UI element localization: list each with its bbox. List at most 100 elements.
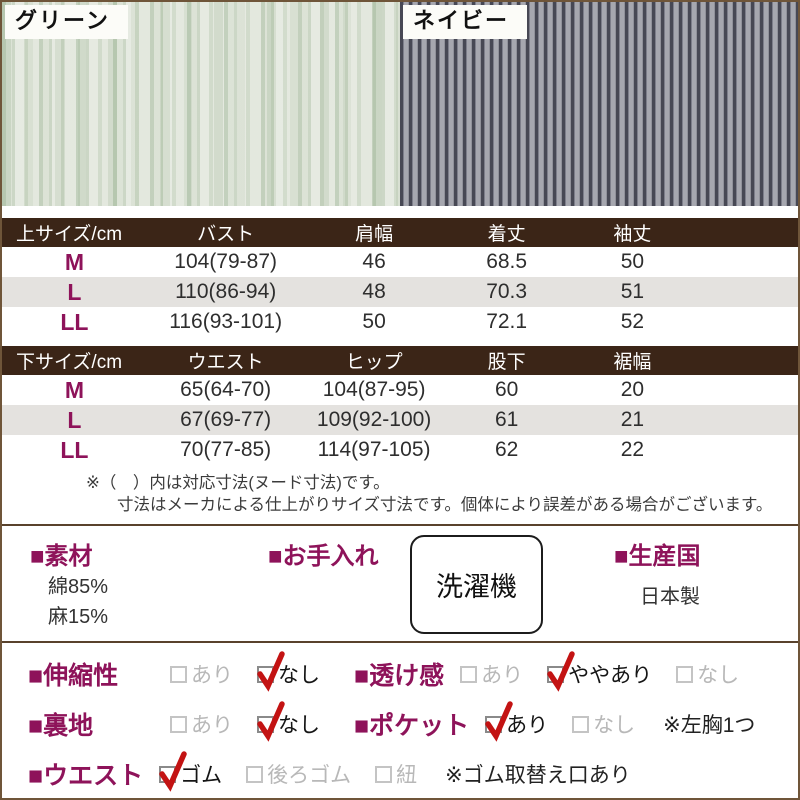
option-unchecked[interactable]: なし [572,709,635,739]
size-value: 68.5 [486,250,528,273]
column-header: ヒップ [304,346,444,375]
header-filler [695,346,798,375]
swatch-label-green: グリーン [5,5,128,40]
checkbox[interactable] [375,765,393,783]
size-value: 110(86-94) [175,280,277,303]
option-unchecked[interactable]: 後ろゴム [246,759,351,789]
table-row: L 110(86-94) 48 70.3 51 [2,277,798,307]
column-header: 股下 [443,346,570,375]
table-row: M 65(64-70) 104(87-95) 60 20 [2,375,798,405]
feature-title: ■透け感 [354,662,445,690]
size-value: 67(69-77) [180,408,272,431]
machine-wash-badge: 洗濯機 [410,535,543,634]
option-unchecked[interactable]: あり [460,659,523,689]
option-label: あり [191,664,233,687]
swatch-label-navy: ネイビー [403,5,528,40]
checkbox[interactable] [257,650,285,692]
size-value: 114(97-105) [317,438,431,461]
row-filler [695,375,798,405]
red-checkmark-icon [257,700,285,742]
features-section: ■伸縮性 あり なし ■透け感 あり ややあり なし ■裏地 あり なし ■ポケット あり なし ※左胸1… [2,643,798,798]
checkbox[interactable] [547,650,575,692]
option-label: 紐 [396,764,418,787]
country-title: ■生産国 [614,543,701,570]
checkbox[interactable] [257,700,285,742]
size-value: 21 [620,408,645,431]
option-label: なし [278,664,320,687]
option-checked[interactable]: ややあり [547,650,652,692]
lower-size-table: 下サイズ/cm ウエスト ヒップ 股下 裾幅 M 65(64-70) 104(87-95) 60… [2,346,798,465]
option-label: なし [697,664,740,687]
checkbox[interactable] [246,765,264,783]
size-label: L [67,278,82,305]
option-label: あり [191,714,233,737]
column-header: 着丈 [443,218,570,247]
table-row: LL 70(77-85) 114(97-105) 62 22 [2,435,798,465]
option-unchecked[interactable]: あり [170,709,233,739]
size-value: 62 [494,438,519,461]
red-checkmark-icon [485,700,513,742]
red-checkmark-icon [547,650,575,692]
product-info-section: ■素材 綿85% 麻15% ■お手入れ 洗濯機 ■生産国 日本製 [2,524,798,643]
checkbox[interactable] [485,700,513,742]
row-filler [695,435,798,465]
column-header: 袖丈 [569,218,696,247]
option-label: あり [506,714,549,737]
feature-title: ■伸縮性 [28,662,119,690]
row-filler [695,247,798,277]
option-unchecked[interactable]: 紐 [375,759,417,789]
size-value: 109(92-100) [316,408,432,431]
feature-row: ■伸縮性 あり なし ■透け感 あり ややあり なし [28,649,798,699]
option-checked[interactable]: ゴム [159,750,223,792]
feature-title: ■裏地 [28,712,94,740]
checkbox[interactable] [159,750,187,792]
size-label: M [64,248,85,275]
feature-note: ※左胸1つ [663,714,756,737]
option-label: なし [593,714,636,737]
header-filler [695,218,798,247]
option-checked[interactable]: なし [257,700,320,742]
checkbox[interactable] [170,665,187,683]
option-label: 後ろゴム [267,764,352,787]
size-value: 70.3 [486,280,528,303]
row-filler [695,277,798,307]
upper-size-table: 上サイズ/cm バスト 肩幅 着丈 袖丈 M 104(79-87) 46 68.5 50 L 110(… [2,218,798,337]
option-label: なし [278,714,320,737]
option-unchecked[interactable]: なし [676,659,739,689]
country-value: 日本製 [640,586,700,608]
material-composition: 綿85% 麻15% [48,572,108,632]
table-row: L 67(69-77) 109(92-100) 61 21 [2,405,798,435]
column-header: バスト [146,218,305,247]
column-header: 裾幅 [569,346,696,375]
size-value: 20 [620,378,645,401]
size-label: LL [60,308,89,335]
size-value: 104(79-87) [174,250,278,273]
color-swatches: グリーン ネイビー [2,2,798,206]
care-title: ■お手入れ [268,543,379,570]
checkbox[interactable] [460,665,478,683]
size-value: 51 [620,280,645,303]
checkbox[interactable] [676,665,694,683]
measurement-notes: ※（ ）内は対応寸法(ヌード寸法)です。 寸法はメーカによる仕上がりサイズ寸法で… [2,465,798,524]
option-checked[interactable]: なし [257,650,320,692]
size-value: 72.1 [486,310,528,333]
option-checked[interactable]: あり [485,700,549,742]
size-label: M [64,376,85,403]
checkbox[interactable] [572,715,590,733]
red-checkmark-icon [257,650,285,692]
size-tables: 上サイズ/cm バスト 肩幅 着丈 袖丈 M 104(79-87) 46 68.5 50 L 110(… [2,218,798,465]
column-header: ウエスト [146,346,305,375]
feature-title: ■ポケット [354,712,470,740]
column-header: 上サイズ/cm [2,218,147,247]
feature-row: ■ウエスト ゴム 後ろゴム 紐 ※ゴム取替え口あり [28,749,798,798]
red-checkmark-icon [159,750,187,792]
size-value: 50 [620,250,645,273]
feature-title: ■ウエスト [28,762,144,790]
feature-note: ※ゴム取替え口あり [445,764,631,787]
option-unchecked[interactable]: あり [170,659,233,689]
option-label: ゴム [180,764,223,787]
note-line: 寸法はメーカによる仕上がりサイズ寸法です。個体により誤差がある場合がございます。 [117,496,773,514]
column-header: 肩幅 [304,218,444,247]
checkbox[interactable] [170,715,187,733]
